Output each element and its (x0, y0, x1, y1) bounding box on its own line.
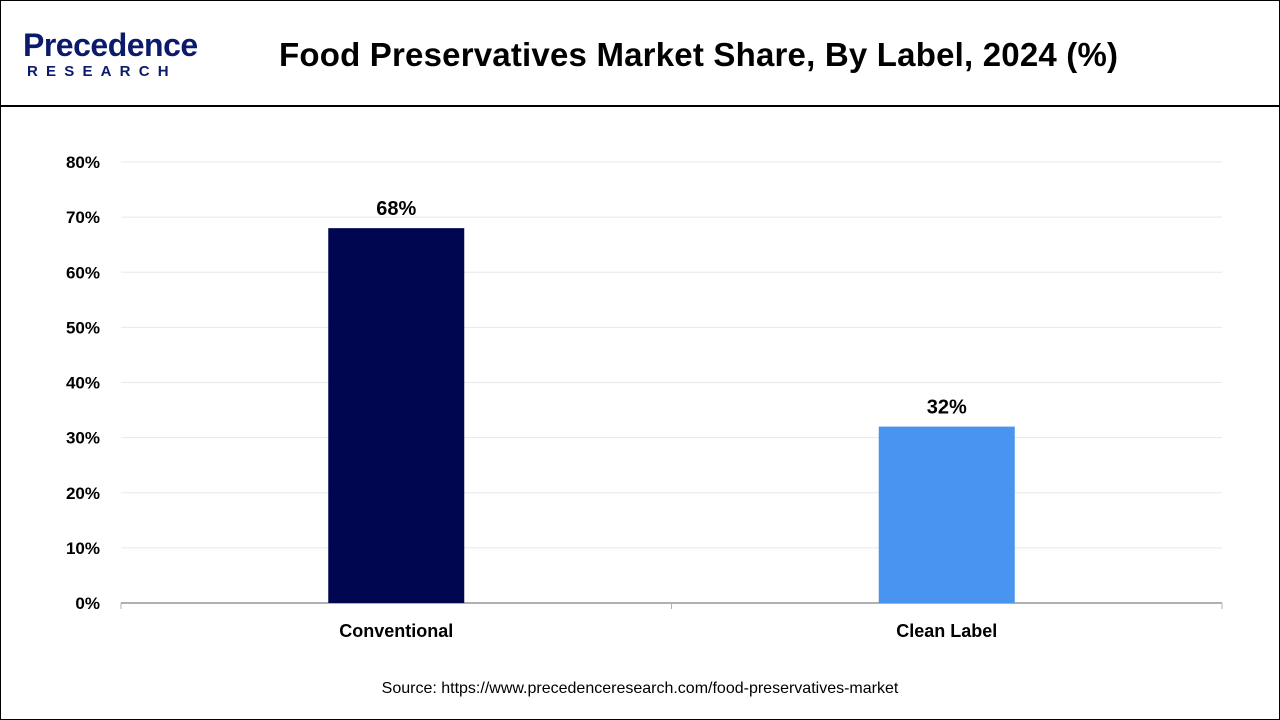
precedence-research-logo: Precedence RESEARCH (23, 29, 213, 83)
bar-conventional (328, 228, 465, 603)
y-tick-label: 20% (66, 484, 100, 503)
y-tick-label: 80% (66, 153, 100, 172)
x-tick-label: Conventional (339, 621, 453, 641)
x-tick-label: Clean Label (896, 621, 997, 641)
y-tick-label: 30% (66, 429, 100, 448)
source-note: Source: https://www.precedenceresearch.c… (381, 680, 899, 697)
y-tick-label: 0% (75, 594, 100, 613)
y-tick-label: 70% (66, 208, 100, 227)
header: Precedence RESEARCH Food Preservatives M… (1, 1, 1279, 107)
y-tick-label: 60% (66, 263, 100, 282)
y-tick-label: 50% (66, 318, 100, 337)
bar-clean-label (878, 426, 1015, 603)
y-tick-label: 10% (66, 539, 100, 558)
chart-title: Food Preservatives Market Share, By Labe… (279, 36, 1119, 73)
data-label: 32% (927, 397, 967, 419)
logo-main-text: Precedence (23, 27, 198, 63)
logo-sub-text: RESEARCH (27, 63, 177, 80)
y-tick-label: 40% (66, 374, 100, 393)
data-label: 68% (376, 198, 416, 220)
